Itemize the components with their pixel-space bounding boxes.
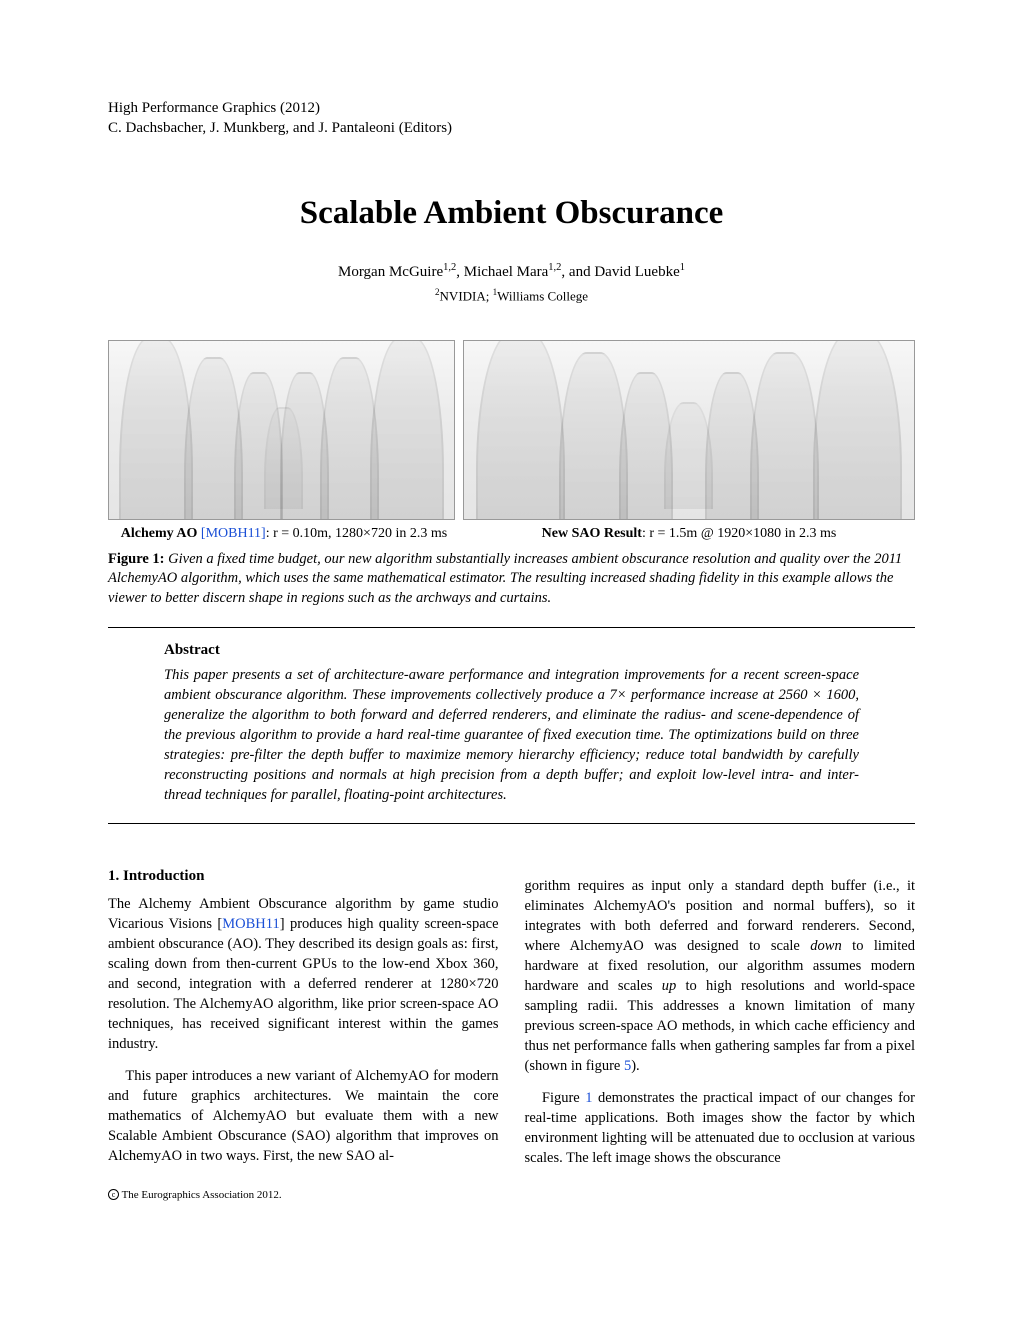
left-column: 1. Introduction The Alchemy Ambient Obsc… [108, 838, 499, 1204]
intro-p4-a: Figure [542, 1090, 585, 1106]
intro-p1-b: ] produces high quality screen-space amb… [108, 916, 499, 1052]
intro-p3-d: ). [631, 1058, 639, 1074]
affil-nvidia: NVIDIA; [440, 288, 493, 303]
author-2-sup: 1,2 [548, 262, 561, 273]
section-1-heading: 1. Introduction [108, 866, 499, 887]
fig1-left-lead: Alchemy AO [121, 526, 198, 541]
author-2: Michael Mara [464, 264, 549, 280]
author-1: Morgan McGuire [338, 264, 443, 280]
intro-para-3: gorithm requires as input only a standar… [525, 876, 916, 1076]
copyright-icon: c [108, 1189, 119, 1200]
fig1-right-rest: : r = 1.5m @ 1920×1080 in 2.3 ms [642, 526, 836, 541]
fig1-right-lead: New SAO Result [542, 526, 642, 541]
abstract-body: This paper presents a set of architectur… [164, 665, 859, 805]
figure-1-images [108, 340, 915, 520]
fig1-caption-body: Given a fixed time budget, our new algor… [108, 551, 902, 606]
authors-line: Morgan McGuire1,2, Michael Mara1,2, and … [108, 262, 915, 281]
figure-1-subcaptions: Alchemy AO [MOBH11]: r = 0.10m, 1280×720… [108, 526, 915, 542]
venue-line: High Performance Graphics (2012) [108, 98, 915, 118]
copyright: c The Eurographics Association 2012. [108, 1188, 499, 1203]
body-columns: 1. Introduction The Alchemy Ambient Obsc… [108, 838, 915, 1204]
rule-bottom [108, 823, 915, 824]
right-column: gorithm requires as input only a standar… [525, 838, 916, 1204]
sep: , and [561, 264, 594, 280]
author-3-sup: 1 [680, 262, 685, 273]
author-1-sup: 1,2 [443, 262, 456, 273]
fig1-left-cite[interactable]: [MOBH11] [197, 526, 265, 541]
figure-1-ref[interactable]: 1 [585, 1090, 592, 1106]
figure-1-left-image [108, 340, 455, 520]
figure-1-right-image [463, 340, 915, 520]
copyright-text: The Eurographics Association 2012. [122, 1189, 282, 1201]
affiliations: 2NVIDIA; 1Williams College [108, 287, 915, 304]
rule-top [108, 627, 915, 628]
intro-p3-down: down [810, 938, 841, 954]
abstract-heading: Abstract [164, 642, 859, 659]
paper-title: Scalable Ambient Obscurance [108, 195, 915, 232]
intro-p3-up: up [662, 978, 677, 994]
abstract: Abstract This paper presents a set of ar… [108, 642, 915, 805]
editors-line: C. Dachsbacher, J. Munkberg, and J. Pant… [108, 118, 915, 138]
fig1-caption-lead: Figure 1: [108, 551, 165, 567]
author-3: David Luebke [594, 264, 679, 280]
intro-p1-cite[interactable]: MOBH11 [222, 916, 279, 932]
affil-williams: Williams College [497, 288, 588, 303]
figure-1-caption: Figure 1: Given a fixed time budget, our… [108, 550, 915, 609]
sep: , [456, 264, 464, 280]
intro-para-2: This paper introduces a new variant of A… [108, 1066, 499, 1166]
intro-para-1: The Alchemy Ambient Obscurance algorithm… [108, 894, 499, 1054]
intro-para-4: Figure 1 demonstrates the practical impa… [525, 1088, 916, 1168]
fig1-left-rest: : r = 0.10m, 1280×720 in 2.3 ms [266, 526, 447, 541]
